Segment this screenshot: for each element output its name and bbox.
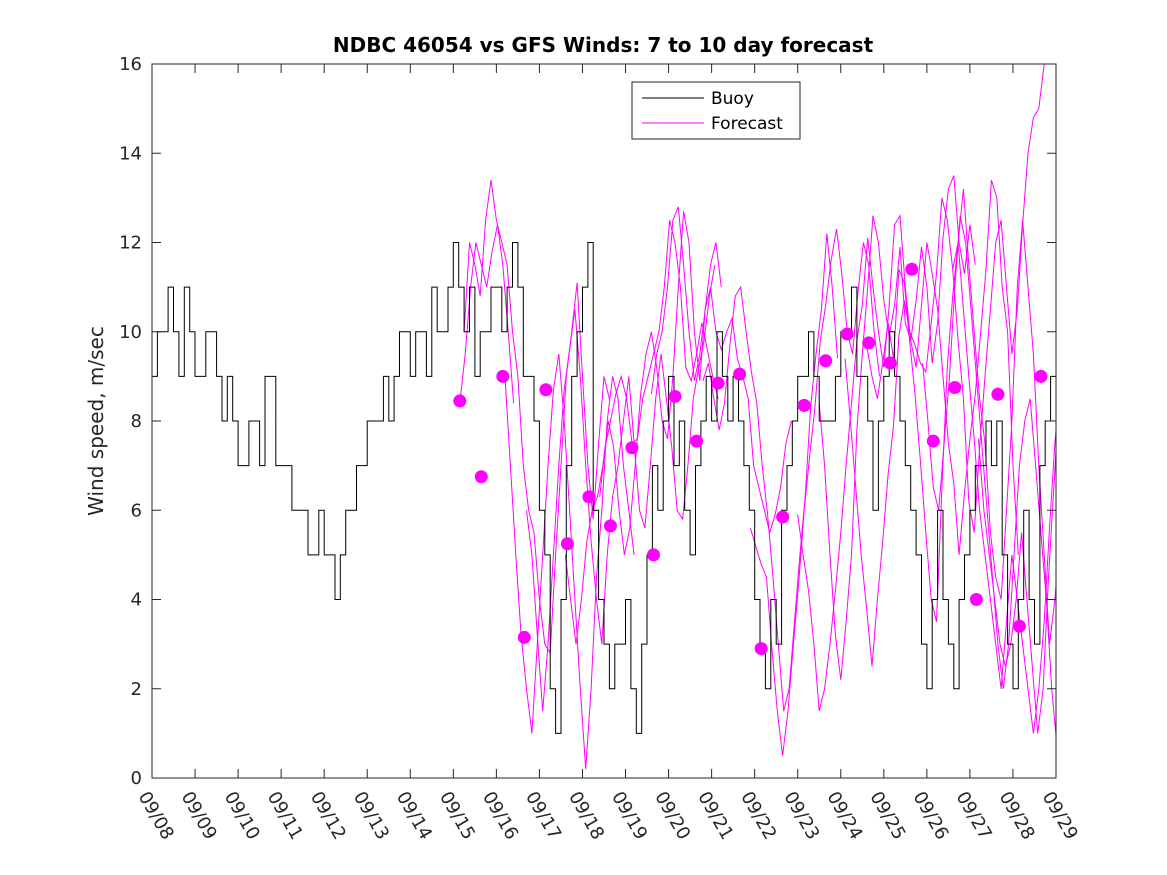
forecast-run-line bbox=[818, 179, 1019, 680]
y-tick-label: 16 bbox=[119, 54, 142, 75]
forecast-marker bbox=[690, 434, 704, 448]
forecast-run-line bbox=[952, 242, 1056, 734]
forecast-run-line bbox=[599, 220, 719, 497]
legend-buoy-label: Buoy bbox=[711, 89, 754, 109]
marker-layer bbox=[453, 262, 1048, 656]
forecast-marker bbox=[797, 398, 811, 412]
y-tick-label: 6 bbox=[131, 500, 142, 521]
forecast-marker bbox=[517, 630, 531, 644]
forecast-marker bbox=[560, 537, 574, 551]
legend-forecast-label: Forecast bbox=[711, 114, 783, 134]
forecast-marker bbox=[776, 510, 790, 524]
forecast-marker bbox=[926, 434, 940, 448]
forecast-run-line bbox=[459, 224, 515, 404]
forecast-marker bbox=[603, 519, 617, 533]
forecast-marker bbox=[539, 383, 553, 397]
forecast-marker bbox=[948, 381, 962, 395]
series-layer bbox=[152, 64, 1056, 770]
y-tick-label: 10 bbox=[119, 322, 142, 343]
y-tick-label: 4 bbox=[131, 590, 142, 611]
forecast-marker bbox=[733, 367, 747, 381]
forecast-marker bbox=[668, 389, 682, 403]
forecast-marker bbox=[582, 490, 596, 504]
y-tick-label: 8 bbox=[131, 411, 142, 432]
forecast-run-line bbox=[526, 264, 716, 712]
forecast-run-line bbox=[702, 233, 838, 712]
forecast-marker bbox=[883, 356, 897, 370]
y-tick-label: 12 bbox=[119, 233, 142, 254]
plot-area bbox=[152, 64, 1056, 778]
forecast-marker bbox=[819, 354, 833, 368]
forecast-run-line bbox=[504, 354, 635, 770]
forecast-run-line bbox=[564, 211, 722, 645]
buoy-series-line bbox=[152, 242, 1056, 734]
forecast-marker bbox=[905, 262, 919, 276]
forecast-marker bbox=[647, 548, 661, 562]
forecast-marker bbox=[1012, 619, 1026, 633]
forecast-run-line bbox=[749, 229, 880, 756]
forecast-marker bbox=[625, 441, 639, 455]
forecast-run-line bbox=[844, 64, 1045, 667]
legend-box bbox=[631, 81, 801, 140]
forecast-marker bbox=[969, 593, 983, 606]
forecast-marker bbox=[474, 470, 488, 484]
forecast-run-line bbox=[866, 188, 1056, 645]
y-tick-label: 0 bbox=[131, 768, 142, 789]
legend: Buoy Forecast bbox=[631, 81, 801, 140]
forecast-run-line bbox=[463, 179, 610, 655]
forecast-marker bbox=[1034, 369, 1048, 383]
forecast-marker bbox=[496, 369, 510, 383]
forecast-marker bbox=[754, 642, 768, 656]
forecast-marker bbox=[862, 336, 876, 350]
y-tick-label: 14 bbox=[119, 143, 142, 164]
y-tick-label: 2 bbox=[131, 679, 142, 700]
forecast-marker bbox=[453, 394, 467, 408]
forecast-marker bbox=[991, 387, 1005, 401]
forecast-marker bbox=[840, 327, 854, 341]
chart-title: NDBC 46054 vs GFS Winds: 7 to 10 day for… bbox=[333, 33, 874, 57]
forecast-marker bbox=[711, 376, 725, 390]
y-axis-label: Wind speed, m/sec bbox=[84, 326, 108, 516]
forecast-run-line bbox=[978, 438, 1056, 734]
forecast-run-line bbox=[650, 206, 792, 535]
